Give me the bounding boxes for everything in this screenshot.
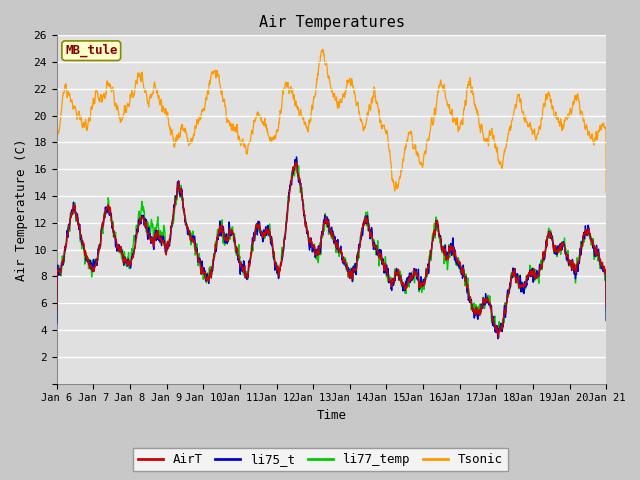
Title: Air Temperatures: Air Temperatures	[259, 15, 404, 30]
X-axis label: Time: Time	[317, 409, 346, 422]
Text: MB_tule: MB_tule	[65, 44, 118, 57]
Legend: AirT, li75_t, li77_temp, Tsonic: AirT, li75_t, li77_temp, Tsonic	[132, 448, 508, 471]
Y-axis label: Air Temperature (C): Air Temperature (C)	[15, 138, 28, 281]
